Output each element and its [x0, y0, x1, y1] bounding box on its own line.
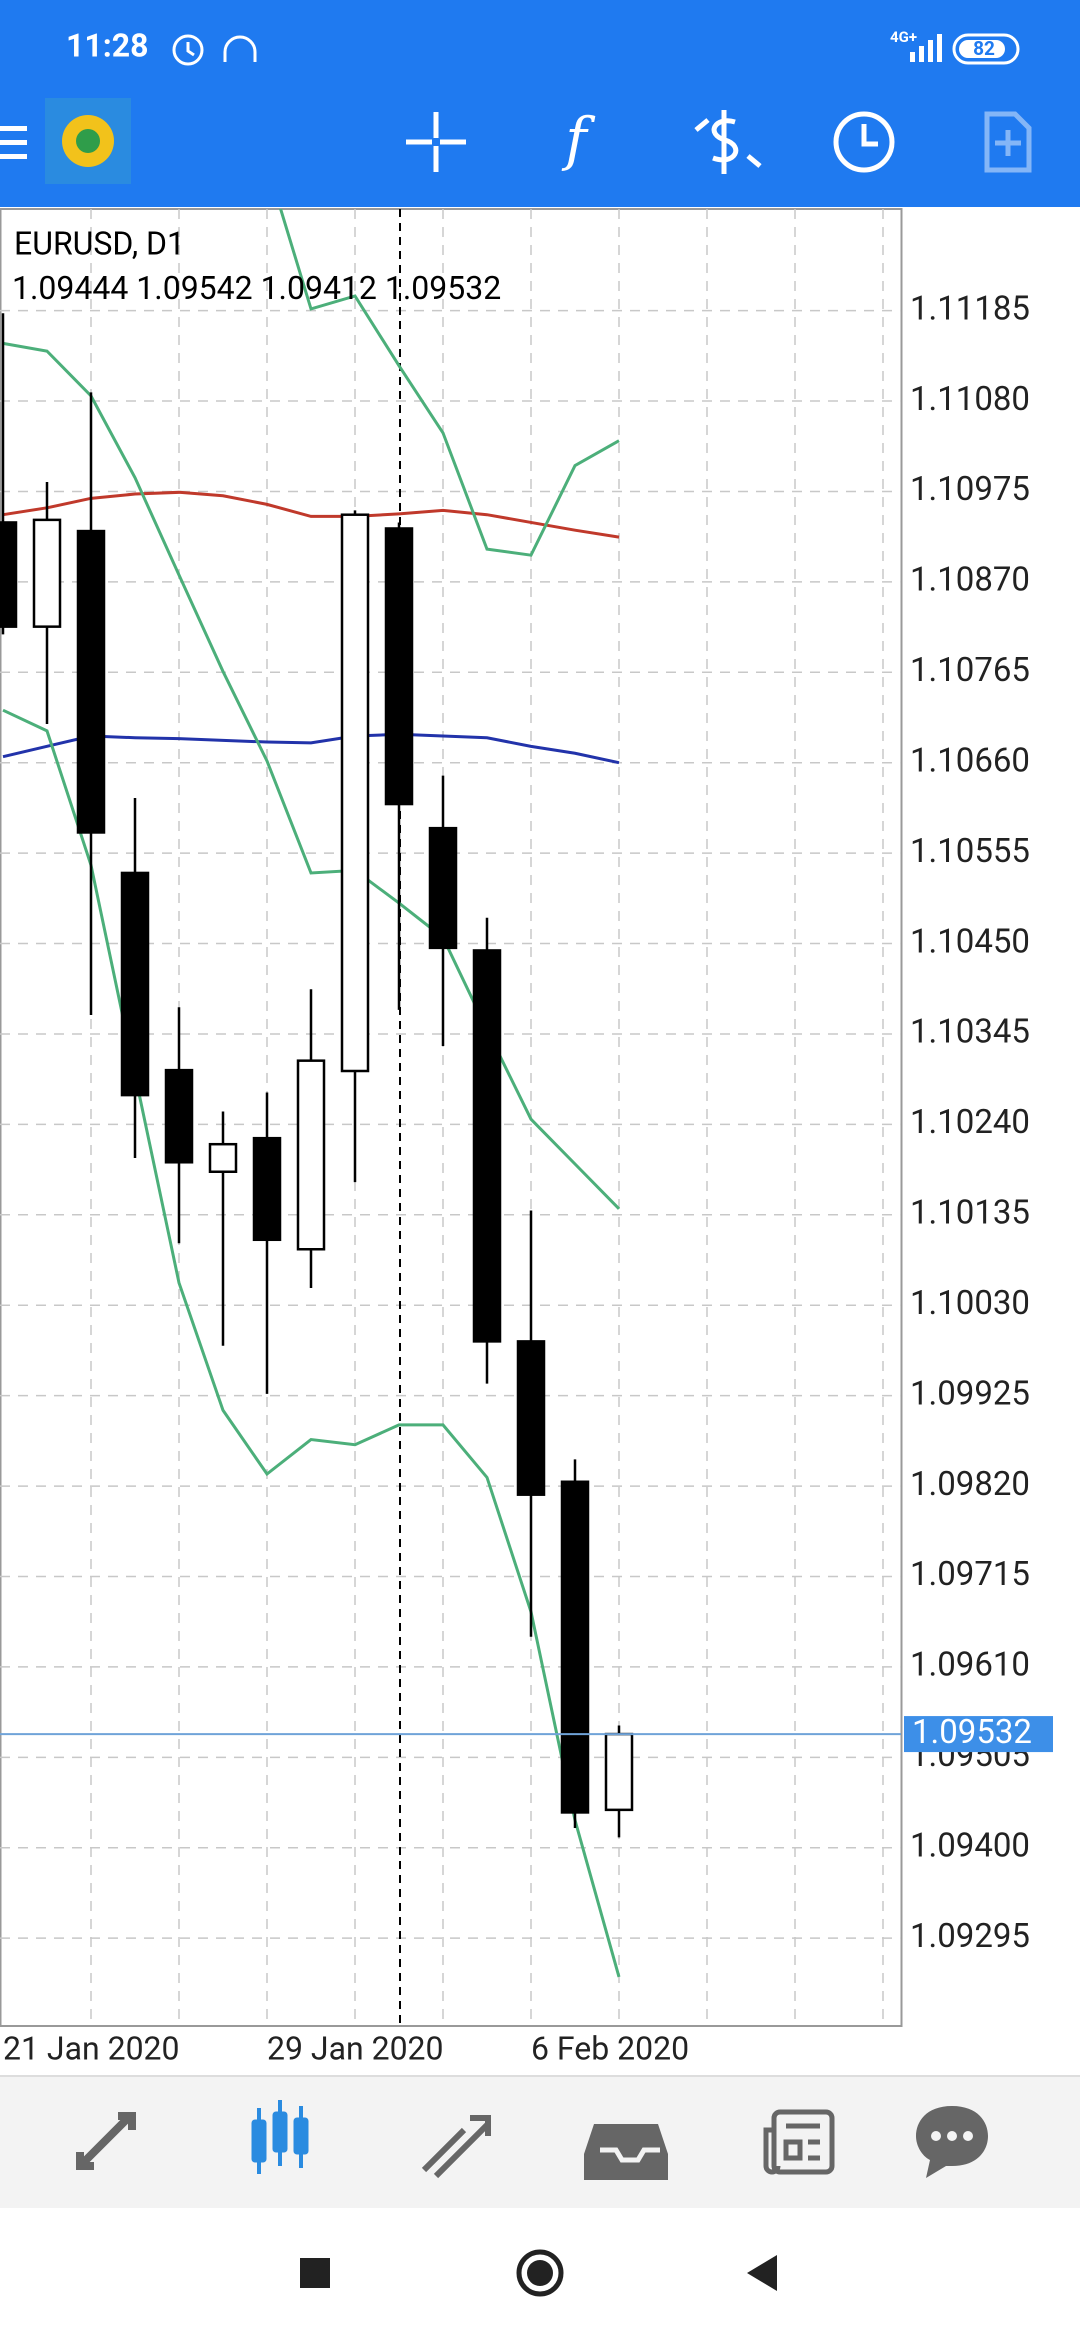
menu-button[interactable] — [0, 126, 27, 159]
candle-body — [32, 518, 62, 628]
crosshair-button[interactable] — [406, 112, 466, 172]
candle-body — [252, 1136, 282, 1242]
candle-body — [120, 871, 150, 1097]
y-tick-label: 1.09400 — [910, 1826, 1030, 1865]
y-tick-label: 1.10135 — [910, 1194, 1030, 1233]
battery-text: 82 — [973, 37, 995, 60]
y-tick-label: 1.11185 — [910, 289, 1030, 328]
y-tick-label: 1.09610 — [910, 1646, 1030, 1685]
candle-body — [516, 1340, 546, 1496]
battery-level — [959, 40, 1005, 58]
y-tick-label: 1.10240 — [910, 1103, 1030, 1142]
readout-low: 1.09412 — [261, 269, 377, 307]
y-tick-label: 1.10660 — [910, 741, 1030, 780]
y-tick-label: 1.10345 — [910, 1013, 1030, 1052]
readout-close: 1.09532 — [385, 269, 501, 307]
price-label: 1.09532 — [912, 1713, 1032, 1752]
chat-tab[interactable] — [916, 2106, 988, 2178]
y-tick-label: 1.10765 — [910, 651, 1030, 690]
candle-body — [208, 1142, 238, 1174]
header-bg — [0, 0, 1080, 207]
x-tick-label: 29 Jan 2020 — [267, 2029, 444, 2067]
status-icons — [172, 34, 257, 66]
system-nav — [300, 2249, 777, 2297]
tabs — [76, 2100, 988, 2180]
new-order-button[interactable] — [984, 111, 1032, 173]
trade-button[interactable] — [694, 110, 762, 174]
candle-body — [428, 826, 458, 950]
chart: 1.11185 1.11080 1.10975 1.10870 1.10765 1.106… — [0, 209, 1053, 2067]
price-box — [904, 1716, 1053, 1753]
y-tick-label: 1.10870 — [910, 561, 1030, 600]
candle-body — [472, 949, 502, 1343]
candle-body — [604, 1732, 634, 1812]
home-dot — [527, 2260, 553, 2286]
y-tick-label: 1.10030 — [910, 1284, 1030, 1323]
y-tick-label: 1.09295 — [910, 1917, 1030, 1956]
back-button[interactable] — [747, 2255, 777, 2291]
quotes-tab[interactable] — [76, 2112, 136, 2170]
signal — [910, 34, 942, 62]
indicator-line — [2, 732, 620, 765]
history-tab[interactable] — [584, 2124, 668, 2180]
candle-body — [560, 1480, 590, 1814]
y-tick-label: 1.09925 — [910, 1374, 1030, 1413]
home-button[interactable] — [516, 2249, 564, 2297]
battery — [952, 33, 1020, 65]
recents-button[interactable] — [300, 2258, 330, 2288]
y-tick-label: 1.09820 — [910, 1465, 1030, 1504]
logo-mark-inner — [76, 129, 100, 153]
network: 4G+ — [890, 28, 917, 46]
y-tick-label: 1.11080 — [910, 380, 1030, 419]
candle-body — [76, 529, 106, 834]
ohlc-readout: 1.09444 1.09542 1.09412 1.09532 — [12, 269, 501, 307]
candle-body — [0, 521, 18, 628]
y-tick-label: 1.10975 — [910, 470, 1030, 509]
clock: 11:28 — [66, 26, 148, 64]
news-tab[interactable] — [763, 2109, 835, 2175]
chart-tab[interactable] — [251, 2100, 309, 2174]
trade-tab[interactable] — [421, 2115, 491, 2179]
candle-body — [296, 1059, 326, 1251]
indicator-line — [279, 209, 620, 557]
readout-high: 1.09542 — [136, 269, 252, 307]
x-tick-label: 21 Jan 2020 — [3, 2029, 180, 2067]
indicator-line — [2, 490, 620, 539]
tab-bar — [0, 2076, 1080, 2208]
history-button[interactable] — [833, 111, 895, 173]
x-tick-label: 6 Feb 2020 — [531, 2029, 689, 2067]
indicator-line — [2, 708, 621, 1978]
chart-title: EURUSD, D1 — [14, 224, 185, 262]
y-tick-label: 1.10450 — [910, 922, 1030, 961]
candle-body — [340, 513, 370, 1073]
plot — [0, 209, 901, 2026]
indicator-line — [2, 341, 621, 1210]
y-tick-label: 1.10555 — [910, 832, 1030, 871]
candle-body — [384, 527, 414, 806]
candle-body — [164, 1068, 194, 1164]
readout-open: 1.09444 — [12, 269, 128, 307]
y-tick-label: 1.09715 — [910, 1555, 1030, 1594]
